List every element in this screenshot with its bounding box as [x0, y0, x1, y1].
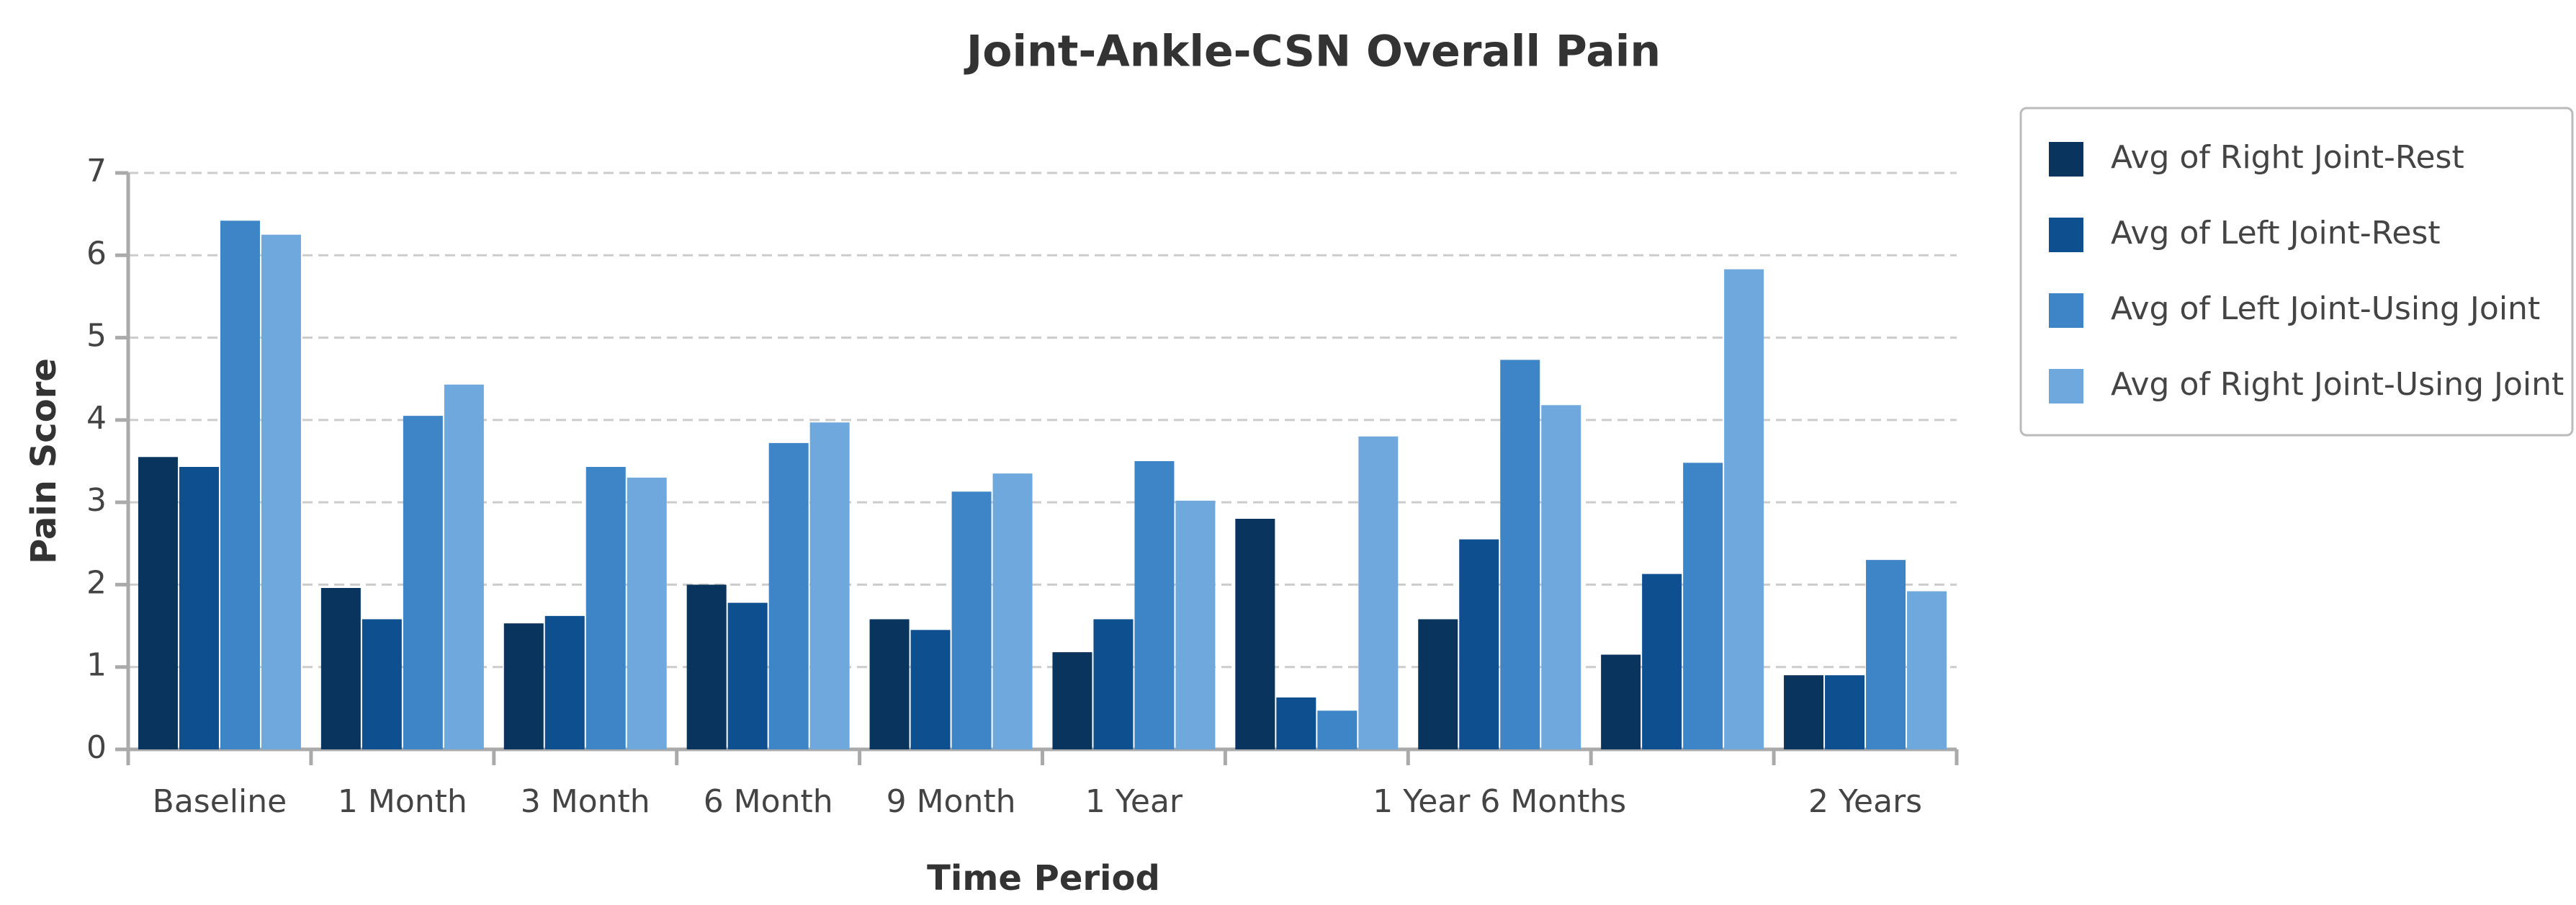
bar [179, 467, 219, 749]
bar [1724, 269, 1764, 749]
legend-label: Avg of Right Joint-Using Joint [2111, 366, 2564, 403]
bar [220, 220, 260, 749]
bar [138, 457, 178, 749]
bar [444, 384, 484, 749]
bar [1825, 675, 1865, 749]
bar [1500, 360, 1540, 749]
x-tick-label: 1 Year [1085, 783, 1183, 820]
bar [261, 234, 301, 749]
legend-label: Avg of Left Joint-Using Joint [2111, 290, 2540, 327]
y-axis-label: Pain Score [24, 358, 64, 564]
x-tick-label: 2 Years [1808, 783, 1922, 820]
bar [686, 584, 727, 749]
bar [1418, 619, 1458, 749]
bar [1235, 519, 1275, 749]
bar [1866, 560, 1906, 749]
bar [951, 491, 992, 749]
y-tick-label: 4 [86, 400, 107, 437]
legend-swatch [2049, 142, 2083, 177]
bar [1052, 652, 1092, 749]
bar [992, 473, 1033, 749]
bar [1642, 574, 1682, 749]
x-tick-label: 9 Month [887, 783, 1016, 820]
legend-label: Avg of Left Joint-Rest [2111, 215, 2441, 251]
legend-label: Avg of Right Joint-Rest [2111, 139, 2464, 176]
bar [1459, 539, 1499, 749]
bar [1601, 654, 1641, 749]
bar [627, 477, 667, 749]
bar [727, 602, 768, 749]
y-tick-label: 0 [86, 729, 107, 766]
bar [1907, 591, 1947, 749]
legend-swatch [2049, 218, 2083, 252]
bar [544, 615, 585, 749]
bar [1276, 697, 1316, 749]
bar [809, 422, 850, 749]
bar [362, 619, 402, 749]
bar [1317, 710, 1357, 749]
x-tick-label: 6 Month [704, 783, 833, 820]
x-tick-label: 1 Year 6 Months [1373, 783, 1626, 820]
y-tick-label: 5 [86, 318, 107, 355]
bar [503, 623, 544, 749]
bar [1541, 405, 1581, 749]
bar [585, 467, 626, 749]
bar [403, 416, 443, 749]
x-tick-label: 1 Month [338, 783, 467, 820]
bar [1784, 675, 1824, 749]
y-tick-label: 1 [86, 647, 107, 684]
x-tick-label: Baseline [153, 783, 287, 820]
y-tick-label: 2 [86, 564, 107, 601]
y-tick-label: 3 [86, 482, 107, 519]
bar [1358, 436, 1399, 749]
bar [910, 630, 951, 749]
legend-swatch [2049, 293, 2083, 328]
y-tick-label: 6 [86, 235, 107, 272]
x-axis-label: Time Period [927, 858, 1160, 899]
bar [1683, 463, 1723, 749]
y-tick-label: 7 [86, 153, 107, 190]
bar [869, 619, 910, 749]
chart-title: Joint-Ankle-CSN Overall Pain [964, 27, 1661, 77]
bar [768, 442, 809, 749]
bar [320, 588, 361, 749]
legend-swatch [2049, 369, 2083, 404]
bar [1134, 461, 1175, 749]
x-tick-label: 3 Month [521, 783, 650, 820]
bar [1093, 619, 1134, 749]
bar [1175, 500, 1216, 749]
legend-box [2019, 107, 2574, 437]
